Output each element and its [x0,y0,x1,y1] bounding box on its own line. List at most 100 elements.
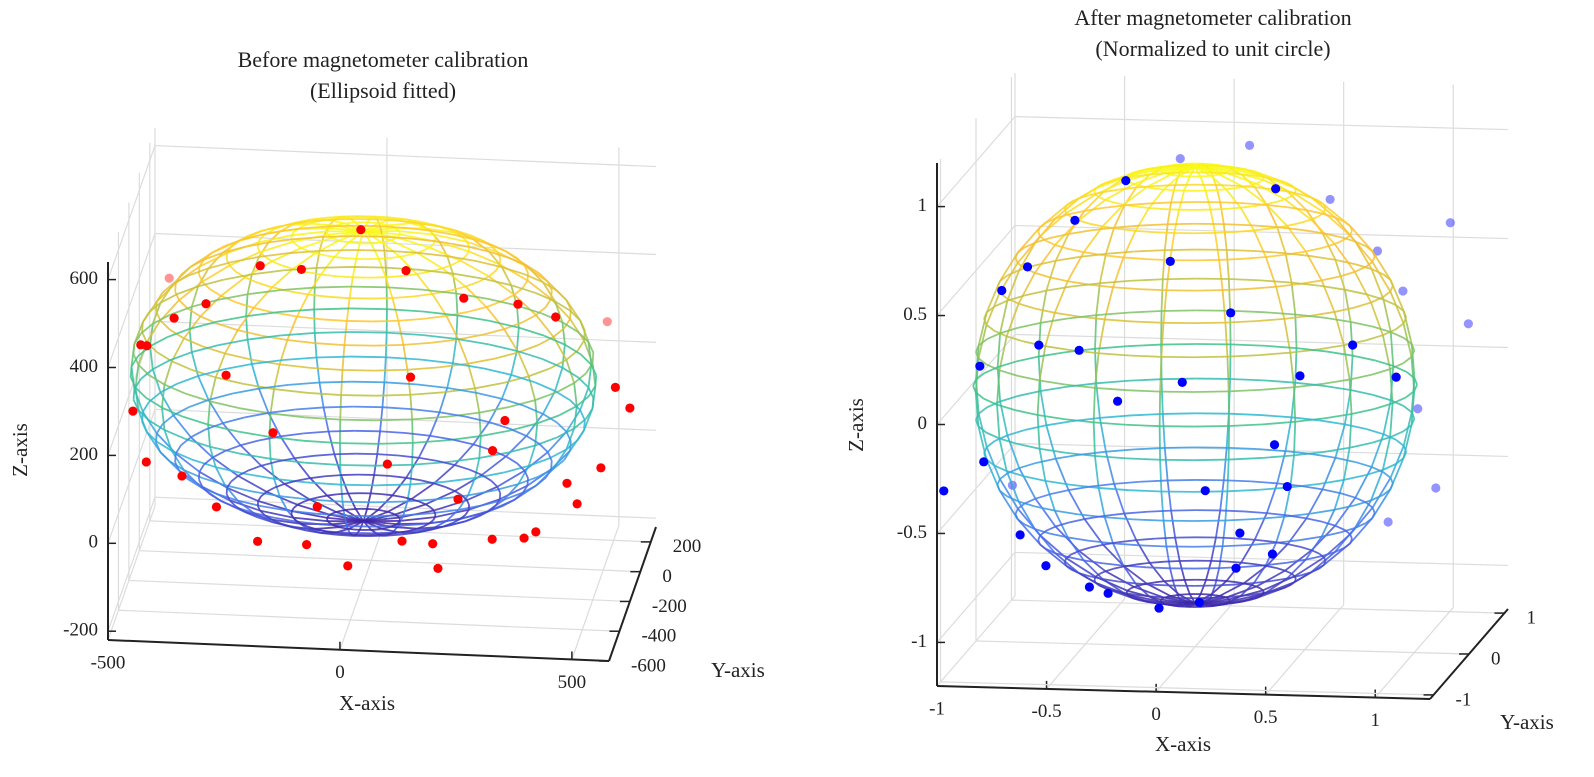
wireframe [1147,201,1172,205]
wireframe [180,436,192,446]
wireframe [488,421,510,430]
wireframe [1139,582,1147,587]
z-tick-label: 0 [89,532,99,553]
wireframe [1161,596,1165,600]
wireframe [1066,382,1097,388]
wireframe [220,276,246,297]
wireframe [1294,314,1298,349]
wireframe [577,331,590,343]
wireframe [577,376,590,389]
wireframe [437,225,455,232]
data-point [356,225,366,235]
wireframe [433,234,437,239]
wireframe [199,252,228,268]
wireframe [381,217,393,221]
wireframe [1097,487,1106,518]
wireframe [375,500,408,504]
wireframe [503,483,519,501]
wireframe [1140,223,1168,227]
wireframe [1349,533,1353,540]
wireframe [1319,419,1346,426]
wireframe [1300,535,1322,541]
wireframe [1240,205,1255,209]
wireframe [501,374,513,400]
wireframe [376,463,413,467]
wireframe [204,422,224,431]
z-tick-label: -200 [63,620,98,641]
data-point [312,502,322,512]
wireframe [288,381,320,386]
wireframe [256,505,261,511]
wireframe [1173,209,1180,234]
wireframe [313,332,318,358]
wireframe [1166,480,1172,511]
wireframe [1133,183,1140,187]
wireframe [1321,531,1341,538]
wireframe [549,359,567,370]
grid-line [936,225,1016,316]
wireframe [478,510,490,518]
wireframe [1222,544,1251,548]
wireframe [250,363,260,389]
wireframe [1006,495,1019,503]
wireframe [510,422,538,432]
wireframe [479,406,510,414]
wireframe [269,388,275,414]
wireframe [1293,575,1297,580]
wireframe [1040,317,1067,324]
wireframe [977,425,987,434]
wireframe [261,460,278,467]
data-point [596,463,606,473]
wireframe [425,503,432,509]
wireframe [452,233,474,241]
wireframe [1215,604,1220,607]
wireframe [296,477,311,482]
wireframe [397,520,401,524]
wireframe [550,290,553,299]
wireframe [307,273,322,295]
wireframe [1322,488,1341,495]
wireframe [172,274,190,285]
wireframe [543,334,566,346]
wireframe [1174,537,1181,562]
wireframe [1017,374,1040,382]
wireframe [999,395,1019,403]
wireframe [1037,539,1041,545]
wireframe [1112,543,1125,566]
wireframe [983,366,999,374]
wireframe [281,522,294,529]
wireframe [1006,269,1020,277]
wireframe [1348,413,1353,448]
wireframe [516,350,543,360]
wireframe [1024,424,1047,431]
wireframe [372,508,379,511]
wireframe [1063,561,1068,567]
wireframe [1066,536,1085,561]
wireframe [198,478,204,488]
wireframe [1259,587,1264,592]
wireframe [401,531,417,536]
wireframe [1276,586,1286,592]
wireframe [140,323,154,335]
wireframe [1276,178,1286,184]
wireframe [1343,474,1366,481]
wireframe [1035,259,1056,267]
wireframe [1174,172,1181,186]
wireframe [334,531,346,535]
wireframe [1039,543,1047,550]
wireframe [490,244,507,253]
wireframe [1334,238,1345,245]
wireframe [163,429,173,452]
wireframe [271,247,302,263]
wireframe [1099,570,1106,575]
wireframe [1102,254,1124,259]
wireframe [432,516,436,521]
wireframe [1254,186,1273,190]
x-axis-label: X-axis [1155,732,1211,756]
wireframe [1070,550,1080,556]
wireframe [1235,166,1244,170]
wireframe [1133,169,1141,174]
data-point [1348,340,1358,350]
wireframe [1017,272,1036,305]
data-point [136,340,146,350]
